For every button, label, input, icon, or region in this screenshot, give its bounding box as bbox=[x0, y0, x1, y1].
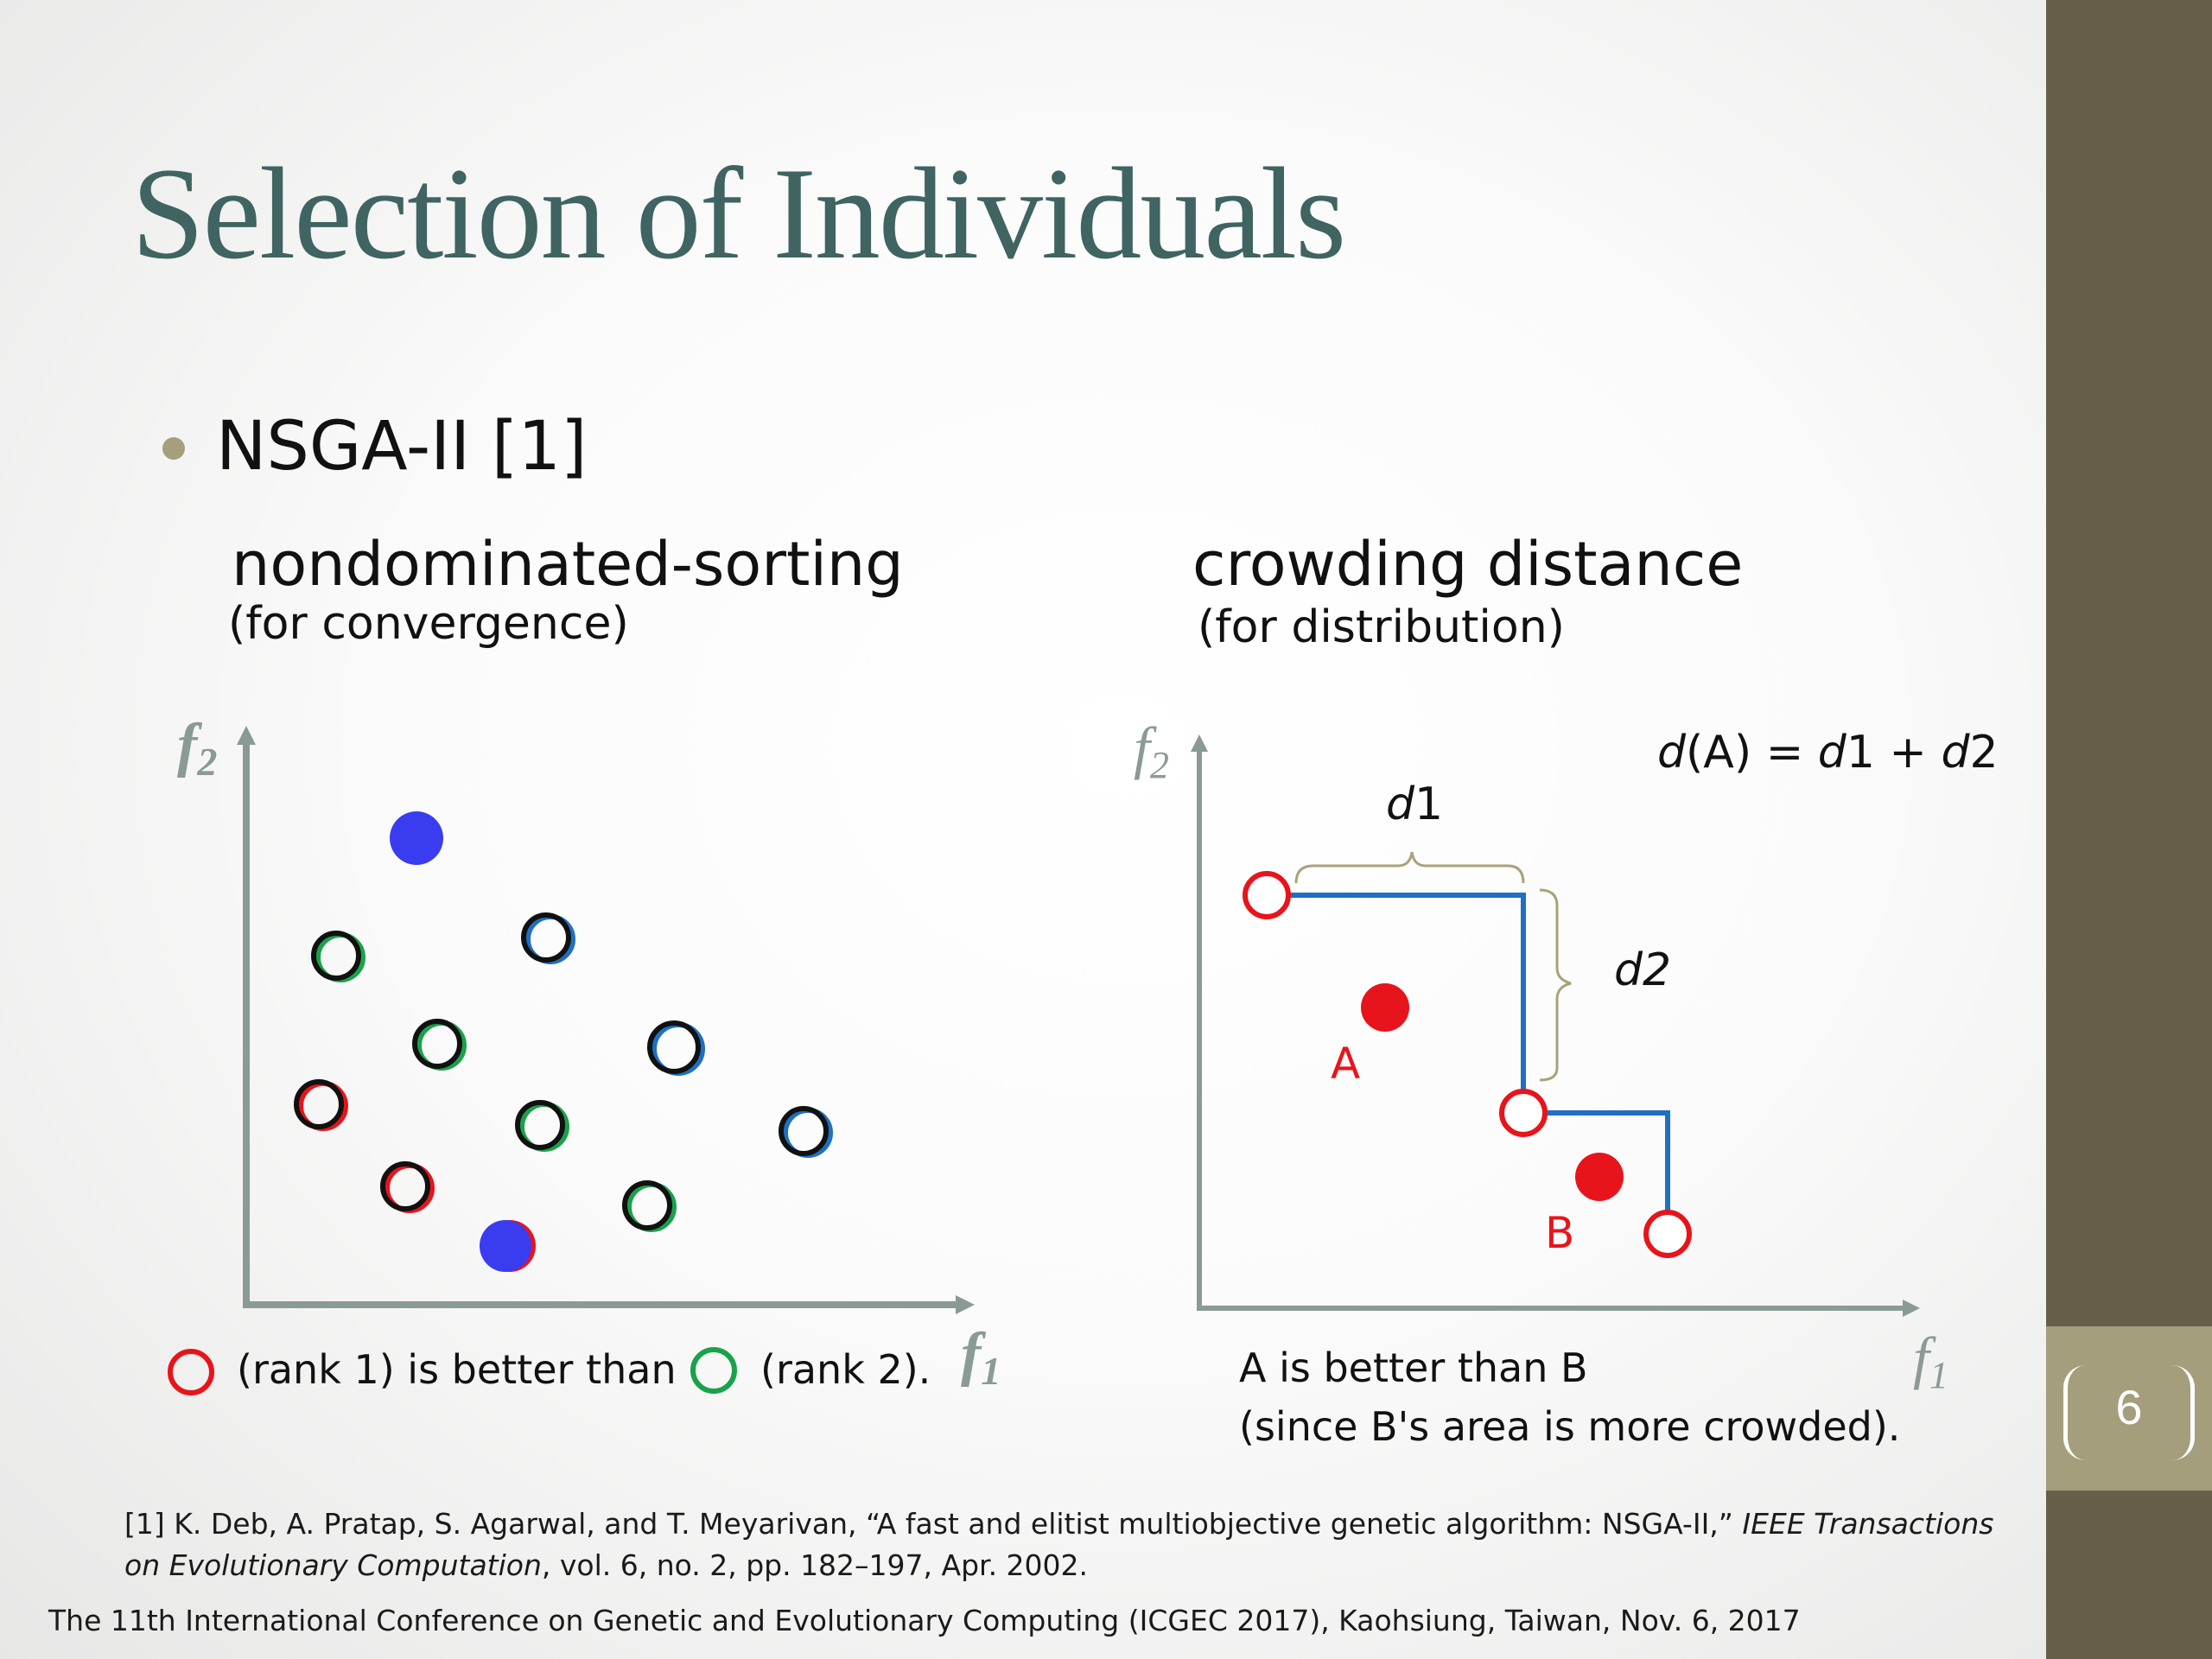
population-point bbox=[647, 1020, 705, 1076]
left-axes bbox=[237, 726, 975, 1314]
right-y-label: f2 bbox=[1134, 715, 1169, 786]
population-point bbox=[622, 1180, 677, 1232]
population-point bbox=[294, 1079, 348, 1131]
bullet-dot-icon bbox=[162, 437, 185, 460]
right-caption-line1: A is better than B bbox=[1239, 1344, 1588, 1391]
point-A bbox=[1361, 983, 1409, 1032]
left-x-label: f1 bbox=[961, 1321, 1001, 1393]
right-x-label: f1 bbox=[1913, 1325, 1948, 1396]
right-subheading: (for distribution) bbox=[1198, 601, 1565, 653]
population-point bbox=[412, 1019, 467, 1071]
rank1-legend-icon bbox=[168, 1349, 214, 1395]
solution-point-top bbox=[390, 811, 443, 865]
slide-background bbox=[0, 0, 2046, 1659]
right-y-arrow-icon bbox=[1191, 734, 1208, 752]
d1-brace bbox=[1294, 851, 1525, 884]
d2-brace bbox=[1539, 888, 1572, 1082]
page-number-bracket bbox=[2063, 1365, 2195, 1460]
left-caption-part2: (rank 2). bbox=[760, 1346, 931, 1393]
right-x-arrow-icon bbox=[1903, 1300, 1920, 1317]
label-d1: d1 bbox=[1386, 779, 1443, 830]
population-point bbox=[380, 1161, 435, 1213]
page-number: 6 bbox=[2115, 1380, 2143, 1434]
neighbor-point-left bbox=[1243, 871, 1291, 919]
diagram-canvas: f2 f1 f2 f1 A B d1 d2 d(A) = bbox=[168, 712, 1999, 1396]
bullet-text: NSGA-II [1] bbox=[216, 408, 588, 486]
right-caption-line2: (since B's area is more crowded). bbox=[1239, 1403, 1901, 1450]
population-point bbox=[515, 1100, 569, 1152]
reference-citation: [1] K. Deb, A. Pratap, S. Agarwal, and T… bbox=[124, 1507, 1994, 1582]
crowding-formula: d(A) = d1 + d2 bbox=[1657, 727, 1999, 779]
conference-footer: The 11th International Conference on Gen… bbox=[48, 1604, 1801, 1637]
left-heading: nondominated-sorting bbox=[232, 529, 904, 600]
left-x-arrow-icon bbox=[956, 1295, 975, 1314]
population-point bbox=[779, 1106, 833, 1158]
label-A: A bbox=[1331, 1039, 1360, 1089]
left-caption-part1: (rank 1) is better than bbox=[237, 1346, 677, 1393]
label-d2: d2 bbox=[1614, 944, 1671, 996]
point-B bbox=[1575, 1153, 1624, 1201]
page-number-badge bbox=[2046, 1326, 2212, 1491]
population-point bbox=[311, 931, 365, 982]
rank2-legend-icon bbox=[690, 1347, 737, 1394]
right-heading: crowding distance bbox=[1192, 529, 1744, 600]
label-B: B bbox=[1545, 1208, 1574, 1258]
slide-title: Selection of Individuals bbox=[131, 141, 1346, 286]
neighbor-point-right bbox=[1643, 1210, 1692, 1258]
left-subheading: (for convergence) bbox=[228, 598, 629, 650]
left-points bbox=[294, 811, 833, 1272]
left-y-arrow-icon bbox=[237, 726, 256, 745]
population-point bbox=[521, 912, 575, 964]
right-axes bbox=[1191, 734, 1920, 1317]
neighbor-point-middle bbox=[1499, 1089, 1548, 1137]
solution-point-bottom bbox=[480, 1220, 531, 1272]
left-y-label: f2 bbox=[177, 712, 217, 784]
